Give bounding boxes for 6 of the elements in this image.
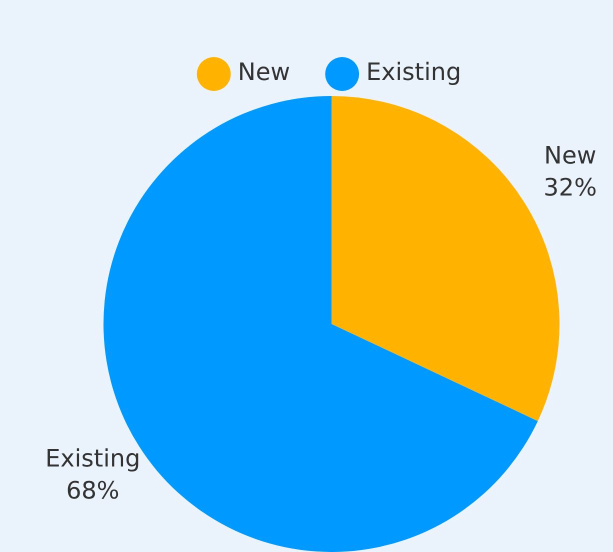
legend-label: New xyxy=(238,58,290,86)
slice-label: New xyxy=(544,142,596,170)
data-label: 32% xyxy=(544,174,597,202)
data-label: 68% xyxy=(66,476,120,505)
legend-label: Existing xyxy=(366,58,462,86)
slice-label: Existing xyxy=(45,444,140,473)
